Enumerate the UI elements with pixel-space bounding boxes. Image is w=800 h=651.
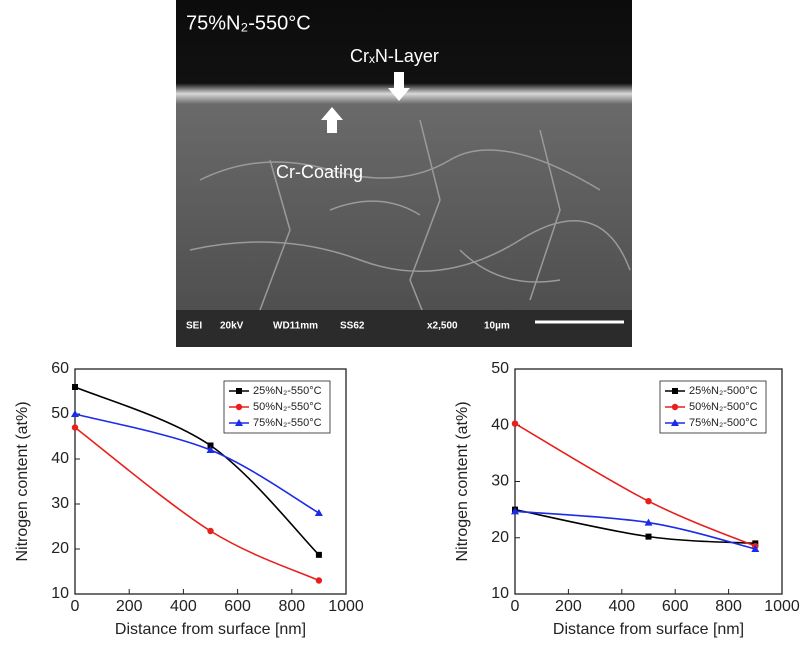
x-axis-label: Distance from surface [nm] [115,621,306,638]
sem-background [176,0,632,347]
info-bar-text: SEI [186,321,202,332]
info-bar-text: 10µm [484,321,510,332]
marker [206,446,215,453]
x-tick-label: 1000 [328,598,364,615]
x-tick-label: 0 [511,598,520,615]
y-tick-label: 20 [51,540,69,557]
x-tick-label: 600 [224,598,251,615]
coating-arrow [321,107,343,133]
marker [751,545,760,552]
x-tick-label: 800 [715,598,742,615]
marker [511,420,519,427]
y-tick-label: 30 [491,473,509,490]
y-tick-label: 10 [51,585,69,602]
legend-marker [235,419,243,426]
legend-label: 75%N₂-500°C [689,417,758,429]
x-tick-label: 800 [278,598,305,615]
coating-label: Cr-Coating [276,162,363,182]
info-bar-text: 20kV [220,321,244,332]
marker [207,527,214,535]
grain-boundaries [189,119,631,331]
marker [71,424,79,431]
marker [645,497,652,505]
y-axis-label: Nitrogen content (at%) [454,401,471,561]
info-bar-text: x2,500 [427,321,458,332]
legend-label: 25%N₂-550°C [253,385,322,397]
series-line [514,422,756,547]
layer-arrow [388,72,410,101]
y-tick-label: 50 [51,405,69,422]
x-tick-label: 600 [662,598,689,615]
sample-label: 75%N₂-550°C [186,12,311,34]
legend-marker [235,403,243,411]
sem-image: 75%N₂-550°C CrₓN-Layer Cr-Coating [176,0,632,347]
legend-marker [671,403,679,411]
y-tick-label: 20 [491,529,509,546]
y-tick-label: 60 [51,360,69,377]
y-tick-label: 30 [51,495,69,512]
marker [644,518,653,526]
x-tick-label: 0 [71,598,80,615]
legend-label: 50%N₂-550°C [253,401,322,413]
series-line [74,426,320,582]
y-tick-label: 40 [51,450,69,467]
legend-label: 50%N₂-500°C [689,401,758,413]
legend-marker [672,388,678,394]
plot-frame [74,368,347,595]
marker [72,384,78,390]
marker [511,507,519,515]
marker [207,442,214,449]
info-bar-bg [176,310,632,347]
x-axis-label: Distance from surface [nm] [553,621,744,638]
marker [314,509,323,516]
x-tick-label: 200 [555,598,582,615]
y-tick-label: 10 [491,585,509,602]
marker [315,577,323,584]
y-tick-label: 50 [491,360,509,377]
y-axis-label: Nitrogen content (at%) [14,401,31,561]
x-tick-label: 400 [608,598,635,615]
legend-marker [671,419,679,426]
legend-label: 25%N₂-500°C [689,385,758,397]
marker [71,410,79,417]
legend-marker [236,388,242,394]
layer-label: CrₓN-Layer [350,46,439,66]
x-tick-label: 200 [116,598,143,615]
legend-label: 75%N₂-550°C [253,417,322,429]
y-tick-label: 40 [491,416,509,433]
marker [645,533,652,540]
x-tick-label: 400 [170,598,197,615]
info-bar-text: WD11mm [273,321,318,332]
marker [315,551,322,558]
info-bar-text: SS62 [340,321,365,332]
x-tick-label: 1000 [764,598,800,615]
